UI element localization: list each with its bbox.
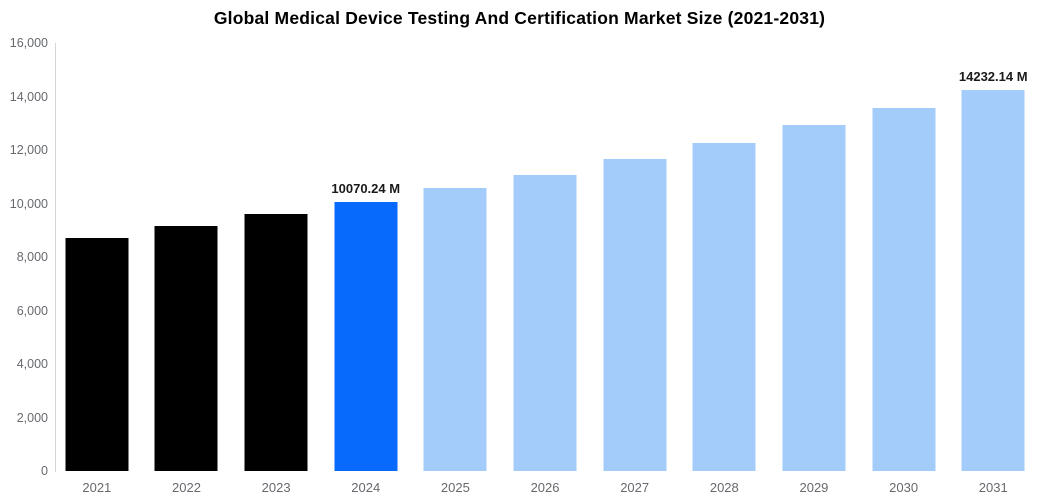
bar-area-2031: 14232.14 M — [948, 43, 1038, 471]
y-tick-label-12000: 12,000 — [9, 143, 48, 157]
bar-area-2026 — [500, 43, 590, 471]
bar-column-2024: 10070.24 M 2024 — [321, 43, 411, 499]
bar-column-2027: 2027 — [590, 43, 680, 499]
bar-2030[interactable] — [872, 107, 936, 471]
value-label-2024: 10070.24 M — [331, 180, 401, 196]
y-tick-label-6000: 6,000 — [16, 303, 48, 318]
y-axis: 0 2,000 4,000 6,000 8,000 10,000 12,000 14,000 1… — [0, 0, 48, 500]
bar-column-2023: 2023 — [231, 43, 321, 499]
bar-column-2031: 14232.14 M 2031 — [948, 43, 1038, 499]
bar-2022[interactable] — [154, 226, 218, 471]
x-axis-label-2026: 2026 — [530, 480, 560, 495]
bar-column-2029: 2029 — [769, 43, 859, 499]
x-axis-label-2022: 2022 — [172, 480, 201, 495]
x-axis-label-2023: 2023 — [261, 480, 291, 495]
bar-area-2022 — [142, 43, 232, 471]
bar-area-2029 — [769, 43, 859, 471]
x-axis-label-2029: 2029 — [799, 480, 829, 495]
x-axis-label-2030: 2030 — [889, 480, 919, 495]
bar-column-2021: 2021 — [52, 43, 142, 499]
bar-area-2030 — [859, 43, 949, 471]
y-tick-label-8000: 8,000 — [16, 250, 48, 264]
bar-column-2025: 2025 — [411, 43, 501, 499]
bar-2024[interactable] — [334, 201, 398, 471]
bar-2029[interactable] — [782, 124, 846, 471]
y-axis-line — [55, 43, 56, 472]
y-tick-label-16000: 16,000 — [9, 36, 48, 50]
bar-2027[interactable] — [603, 159, 667, 471]
x-axis-label-2025: 2025 — [440, 480, 470, 495]
y-tick-label-2000: 2,000 — [16, 410, 48, 425]
bar-2028[interactable] — [692, 142, 756, 471]
bar-column-2028: 2028 — [679, 43, 769, 499]
y-tick-label-14000: 14,000 — [9, 89, 48, 104]
bar-2026[interactable] — [513, 174, 577, 471]
x-axis-label-2031: 2031 — [978, 480, 1008, 495]
bar-2025[interactable] — [423, 188, 487, 471]
bar-2031[interactable] — [961, 90, 1025, 471]
bar-area-2021 — [52, 43, 142, 471]
bar-area-2024: 10070.24 M — [321, 43, 411, 471]
y-tick-label-4000: 4,000 — [16, 357, 48, 371]
bar-column-2022: 2022 — [142, 43, 232, 499]
x-axis-label-2027: 2027 — [620, 480, 650, 495]
bar-column-2030: 2030 — [859, 43, 949, 499]
bar-2023[interactable] — [244, 214, 308, 471]
bar-column-2026: 2026 — [500, 43, 590, 499]
bar-area-2023 — [231, 43, 321, 471]
value-label-2031: 14232.14 M — [958, 69, 1028, 85]
x-axis-label-2021: 2021 — [82, 480, 112, 495]
bar-2021[interactable] — [65, 238, 129, 471]
chart-title: Global Medical Device Testing And Certif… — [213, 8, 826, 28]
bar-area-2028 — [679, 43, 769, 471]
x-axis-label-2028: 2028 — [709, 480, 739, 495]
y-tick-label-10000: 10,000 — [9, 196, 48, 211]
y-tick-label-0: 0 — [41, 464, 48, 478]
bar-area-2027 — [590, 43, 680, 471]
bars-region: 2021 2022 2023 10070.24 M 2024 2025 2026 2027 20… — [52, 43, 1038, 499]
x-axis-label-2024: 2024 — [351, 480, 381, 495]
bar-area-2025 — [411, 43, 501, 471]
